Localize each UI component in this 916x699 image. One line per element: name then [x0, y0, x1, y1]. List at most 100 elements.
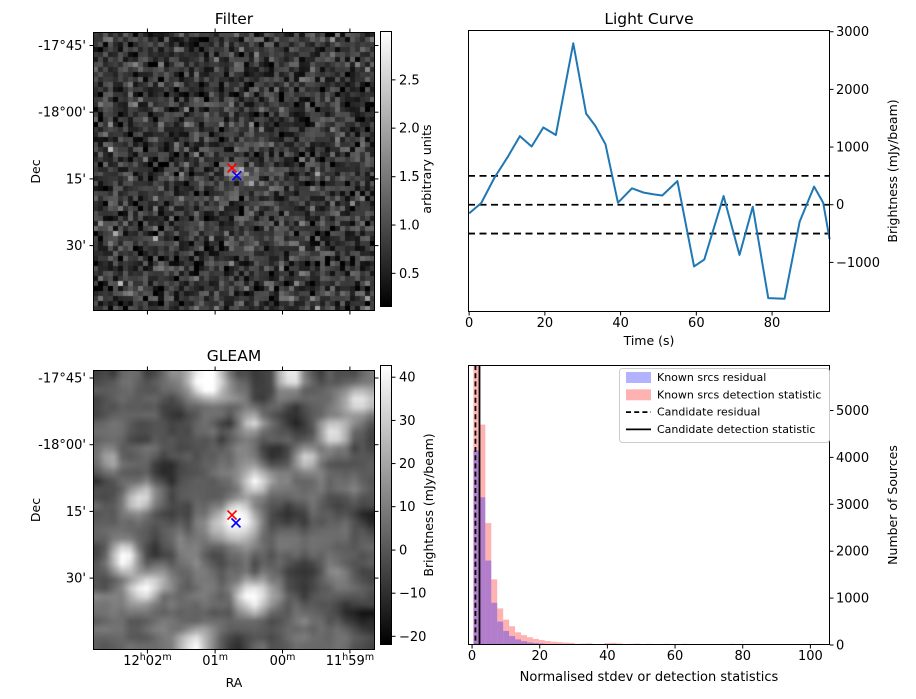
ra-tick-label: 11h59m	[326, 652, 374, 669]
hist-bar-detection_fill	[491, 579, 498, 645]
hist-bar-detection_fill	[509, 626, 516, 645]
hist-bar-residual_fill	[479, 497, 486, 645]
hist-bar-detection_fill	[503, 619, 510, 645]
hist-bar-residual_fill	[473, 450, 480, 645]
hist-bar-residual_fill	[521, 641, 528, 645]
hist-bar-residual_fill	[515, 639, 522, 645]
marker-blue-x	[230, 517, 242, 528]
count-tick-label: 3000	[836, 498, 869, 513]
hist-bar-detection_fill	[610, 642, 617, 645]
filter-heatmap-image	[93, 32, 375, 311]
brightness-tick-label: 1000	[836, 141, 869, 156]
axes-border	[468, 30, 830, 312]
legend-swatch	[626, 389, 651, 401]
count-tick-label: 5000	[836, 404, 869, 419]
ra-tick-label: 01m	[202, 652, 228, 669]
legend-label: Known srcs detection statistic	[657, 388, 821, 401]
panel-title: GLEAM	[207, 347, 261, 365]
legend-box	[619, 368, 830, 443]
brightness-tick-label: −1000	[836, 256, 880, 271]
legend-label: Known srcs residual	[657, 371, 766, 384]
colorbar-tick-label: 20	[399, 457, 416, 472]
gleam-colorbar-gradient	[380, 365, 392, 645]
legend-label: Candidate detection statistic	[657, 423, 815, 436]
colorbar-tick-label: 40	[399, 371, 416, 386]
hist-bar-detection_fill	[479, 424, 486, 645]
ra-tick-label: 00m	[270, 652, 296, 669]
brightness-tick-label: 3000	[836, 25, 869, 40]
hist-bar-residual_fill	[497, 621, 504, 645]
dec-axis-label: Dec	[28, 498, 43, 522]
dec-tick-label: -17°45'	[38, 372, 86, 387]
legend-swatch	[626, 372, 651, 383]
hist-bar-detection_fill	[538, 640, 545, 645]
colorbar-tick-label: 10	[399, 500, 416, 515]
hist-bar-residual_fill	[503, 630, 510, 645]
ra-axis-label: RA	[226, 675, 243, 690]
count-tick-label: 0	[836, 639, 844, 654]
brightness-axis-label: Brightness (mJy/beam)	[885, 99, 900, 242]
brightness-tick-label: 2000	[836, 83, 869, 98]
stat-axis-label: Normalised stdev or detection statistics	[520, 670, 779, 685]
ra-tick-label: 12h02m	[123, 652, 171, 669]
marker-red-x	[226, 509, 238, 521]
dec-tick-label: 15'	[66, 505, 86, 520]
time-tick-label: 20	[537, 316, 554, 331]
dec-tick-label: -18°00'	[38, 438, 86, 453]
hist-bar-detection_fill	[521, 635, 528, 645]
dec-tick-label: -17°45'	[38, 39, 86, 54]
stat-tick-label: 0	[468, 649, 476, 664]
colorbar-tick-label: 30	[399, 414, 416, 429]
hist-bar-detection_fill	[556, 642, 563, 645]
hist-bar-detection_fill	[550, 641, 557, 645]
hist-bar-residual_fill	[491, 602, 498, 645]
legend-label: Candidate residual	[657, 406, 760, 419]
axes-border	[468, 365, 830, 645]
hist-bar-residual_fill	[485, 560, 492, 645]
colorbar-border	[380, 365, 392, 645]
colorbar-tick-label: 1.5	[399, 170, 420, 185]
hist-bar-detection_fill	[485, 523, 492, 645]
stat-tick-label: 60	[667, 649, 684, 664]
colorbar-tick-label: −20	[399, 630, 426, 645]
dec-tick-label: 15'	[66, 172, 86, 187]
time-tick-label: 40	[612, 316, 629, 331]
hist-bar-detection_fill	[473, 365, 480, 645]
filter-colorbar-gradient	[380, 31, 392, 307]
count-tick-label: 1000	[836, 592, 869, 607]
dec-tick-label: 30'	[66, 239, 86, 254]
hist-bar-detection_fill	[562, 642, 569, 645]
stat-tick-label: 100	[798, 649, 823, 664]
colorbar-tick-label: 0	[399, 544, 407, 559]
stat-tick-label: 20	[531, 649, 548, 664]
time-axis-label: Time (s)	[623, 333, 675, 348]
colorbar-tick-label: 2.5	[399, 73, 420, 88]
gleam-heatmap-image	[93, 370, 375, 650]
brightness-tick-label: 0	[836, 198, 844, 213]
time-tick-label: 0	[465, 316, 473, 331]
hist-bar-detection_fill	[527, 637, 533, 645]
count-tick-label: 4000	[836, 451, 869, 466]
dec-axis-label: Dec	[28, 159, 43, 183]
stat-tick-label: 40	[599, 649, 616, 664]
hist-bar-residual_fill	[527, 642, 533, 645]
time-tick-label: 60	[688, 316, 705, 331]
stat-tick-label: 80	[734, 649, 751, 664]
panel-title: Light Curve	[604, 10, 693, 28]
hist-bar-detection_fill	[515, 632, 522, 645]
count-axis-label: Number of Sources	[885, 445, 900, 565]
hist-bar-detection_fill	[532, 638, 539, 645]
colorbar-label: arbitrary units	[419, 124, 434, 213]
hist-bar-detection_fill	[544, 641, 551, 645]
hist-bar-detection_fill	[568, 642, 575, 645]
colorbar-tick-label: 2.0	[399, 122, 420, 137]
colorbar-label: Brightness (mJy/beam)	[421, 433, 436, 576]
axes-border	[93, 32, 375, 311]
dec-tick-label: 30'	[66, 572, 86, 587]
panel-title: Filter	[215, 10, 254, 28]
marker-red-x	[226, 162, 238, 174]
colorbar-tick-label: 0.5	[399, 267, 420, 282]
time-tick-label: 80	[764, 316, 781, 331]
